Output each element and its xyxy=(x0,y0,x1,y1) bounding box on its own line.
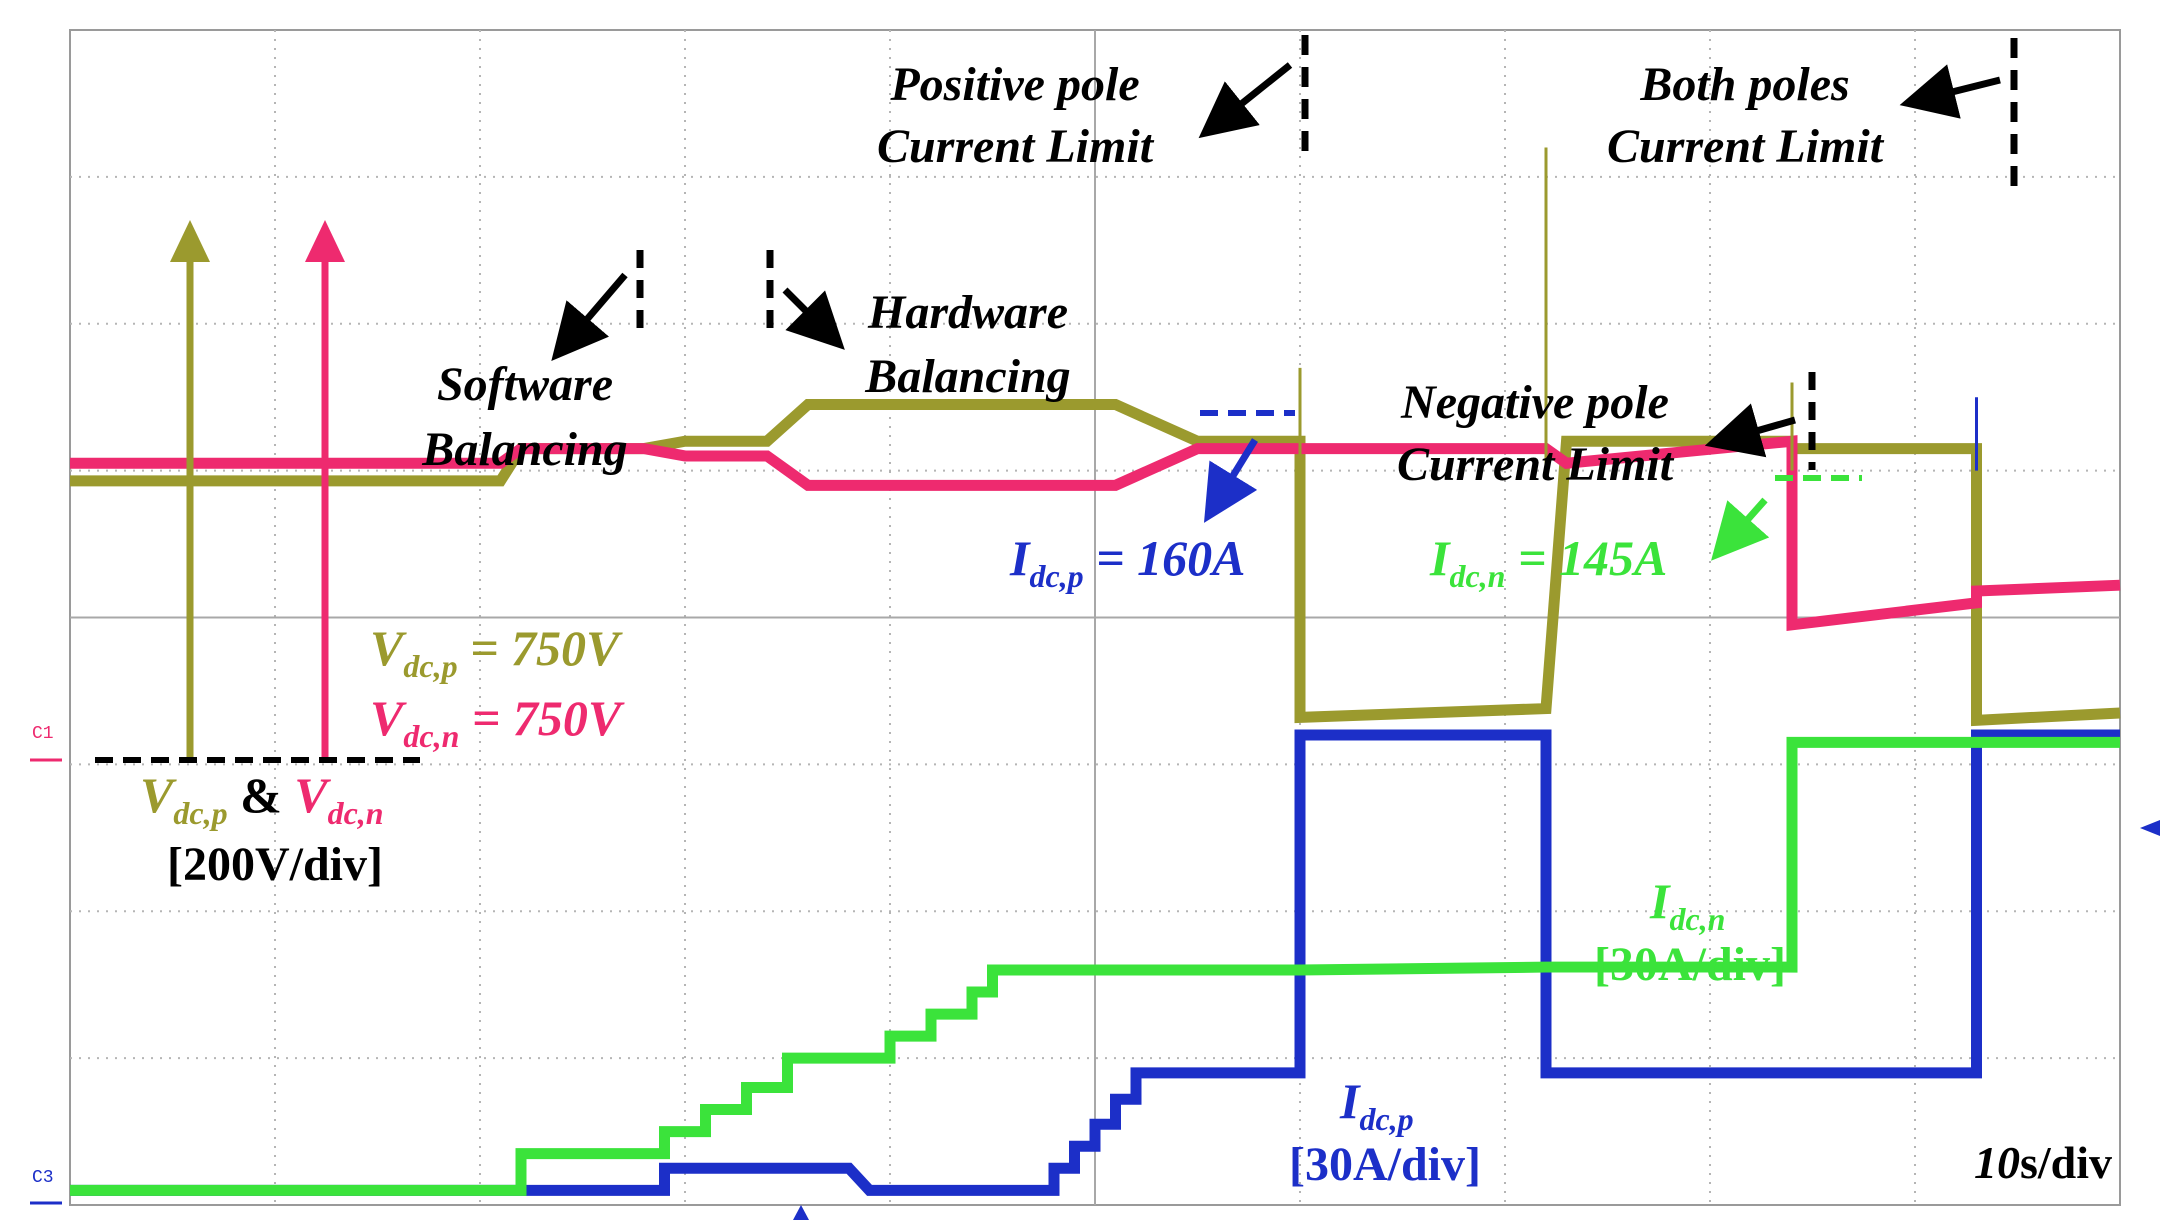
channel-marker-c3: C3 xyxy=(32,1168,54,1188)
positive-limit-arrow xyxy=(1198,62,1293,139)
idcp-value-arrow xyxy=(1203,438,1258,523)
idcn-value-arrow xyxy=(1711,497,1770,561)
software-balancing-text-1: Software xyxy=(437,358,613,411)
idcp-scale-label: [30A/div] xyxy=(1289,1138,1481,1191)
time-scale-label: 10s/div xyxy=(1974,1137,2112,1188)
negative-pole-text-2: Current Limit xyxy=(1397,438,1675,491)
trace-idc-p xyxy=(70,729,2120,1196)
negative-limit-arrow xyxy=(1704,403,1796,458)
trace-vdc-n xyxy=(70,435,2121,632)
both-limit-arrow xyxy=(1899,64,2001,119)
negative-pole-text-1: Negative pole xyxy=(1400,376,1669,429)
trigger-position-marker xyxy=(793,1205,809,1220)
idcn-value-label: Idc,n = 145A xyxy=(1429,530,1667,594)
both-poles-text-1: Both poles xyxy=(1639,58,1849,111)
vdcp-arrowhead xyxy=(170,220,210,262)
idcn-channel-label: Idc,n xyxy=(1649,873,1725,937)
voltage-scale-label: [200V/div] xyxy=(167,838,383,891)
positive-pole-text-1: Positive pole xyxy=(889,58,1139,111)
both-poles-text-2: Current Limit xyxy=(1607,120,1885,173)
positive-pole-text-2: Current Limit xyxy=(877,120,1155,173)
hardware-arrow xyxy=(782,287,845,350)
grid xyxy=(70,30,2120,1205)
software-arrow xyxy=(551,272,628,361)
vdcn-arrowhead xyxy=(305,220,345,262)
channel-marker-c1: C1 xyxy=(32,724,54,744)
hardware-balancing-text-2: Balancing xyxy=(864,350,1070,403)
idcn-scale-label: [30A/div] xyxy=(1594,938,1786,991)
trace-idc-n xyxy=(70,736,2120,1196)
vdcn-value-label: Vdc,n = 750V xyxy=(370,690,625,754)
software-balancing-text-2: Balancing xyxy=(421,423,627,476)
hardware-balancing-text-1: Hardware xyxy=(867,286,1068,339)
idcp-value-label: Idc,p = 160A xyxy=(1009,530,1246,594)
traces xyxy=(70,147,2121,1196)
vdcp-value-label: Vdc,p = 750V xyxy=(370,620,623,684)
voltage-channel-label: Vdc,p & Vdc,n xyxy=(140,767,384,831)
trigger-marker xyxy=(2140,820,2160,836)
idcp-channel-label: Idc,p xyxy=(1339,1073,1414,1137)
